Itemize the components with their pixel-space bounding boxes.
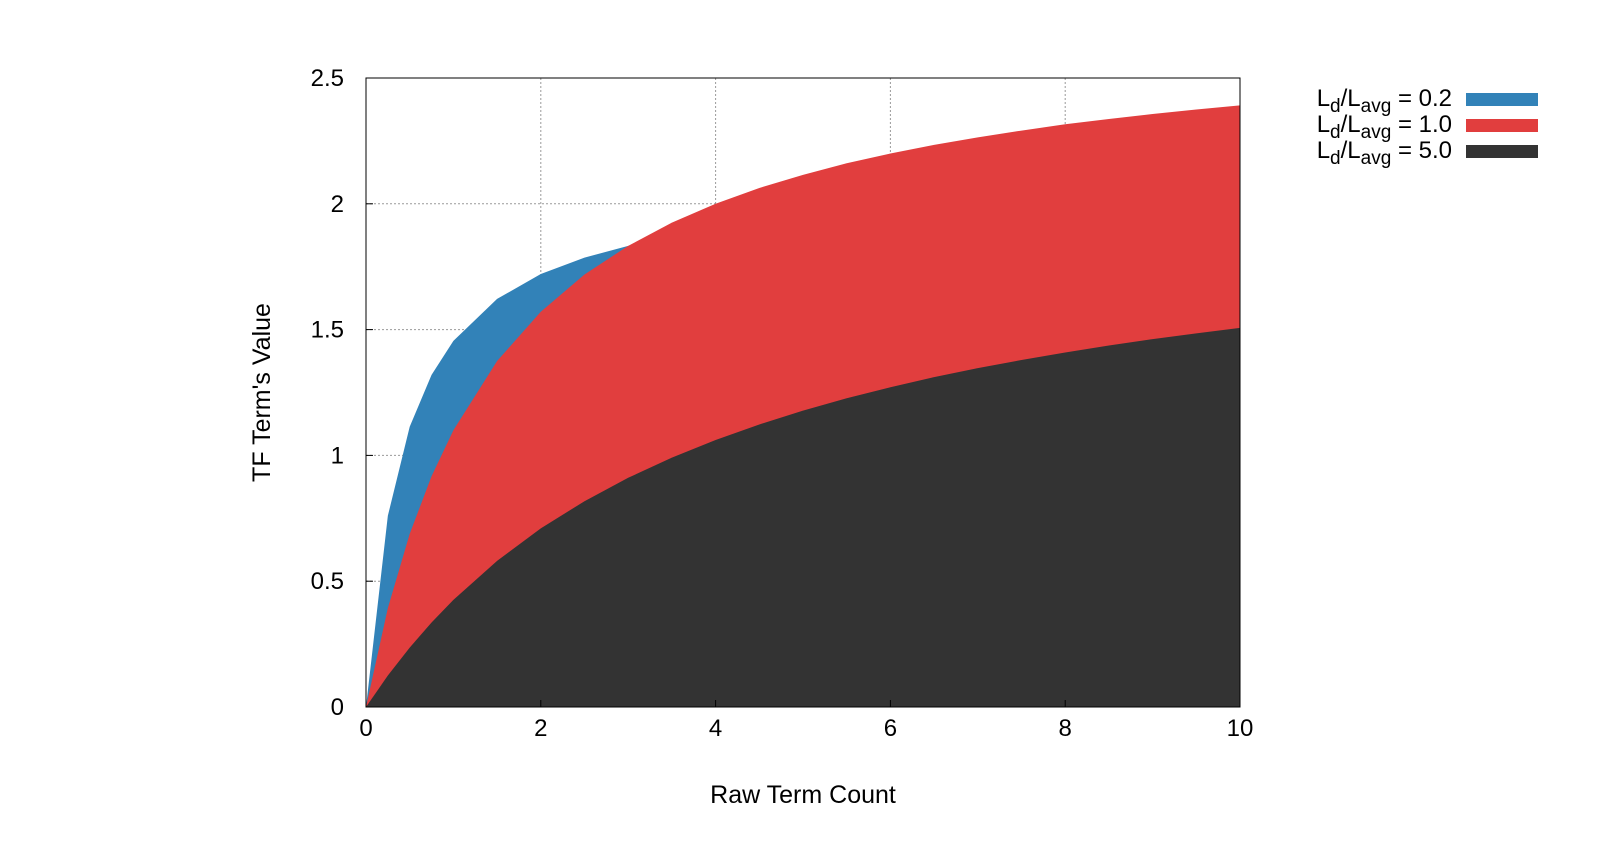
legend-label: Ld/Lavg = 5.0 [1317,137,1452,169]
y-tick-label: 2.5 [311,65,344,92]
y-tick-label: 1 [331,442,344,469]
x-axis-label: Raw Term Count [710,781,896,809]
x-tick-label: 2 [534,715,547,742]
x-tick-label: 4 [709,715,722,742]
y-tick-label: 0.5 [311,568,344,595]
y-tick-label: 2 [331,191,344,218]
plot-frame [365,77,1241,708]
legend-swatch [1466,93,1538,106]
y-tick-label: 0 [331,694,344,721]
tick-layer: 0 2 4 6 8 10 0 0.5 1 1.5 2 2.5 [311,65,1254,742]
x-tick-label: 10 [1227,715,1254,742]
legend-swatch [1466,145,1538,158]
area-series-3 [366,327,1240,707]
y-axis-label: TF Term's Value [248,303,276,482]
legend-label: Ld/Lavg = 1.0 [1317,111,1452,143]
legend-item-1: Ld/Lavg = 0.2 [1317,85,1538,117]
legend-swatch [1466,119,1538,132]
legend: Ld/Lavg = 0.2Ld/Lavg = 1.0Ld/Lavg = 5.0 [1317,85,1538,169]
x-tick-label: 8 [1059,715,1072,742]
x-tick-label: 6 [884,715,897,742]
legend-item-3: Ld/Lavg = 5.0 [1317,137,1538,169]
x-tick-label: 0 [359,715,372,742]
y-tick-label: 1.5 [311,317,344,344]
plot-areas [366,105,1240,708]
legend-item-2: Ld/Lavg = 1.0 [1317,111,1538,143]
legend-label: Ld/Lavg = 0.2 [1317,85,1452,117]
